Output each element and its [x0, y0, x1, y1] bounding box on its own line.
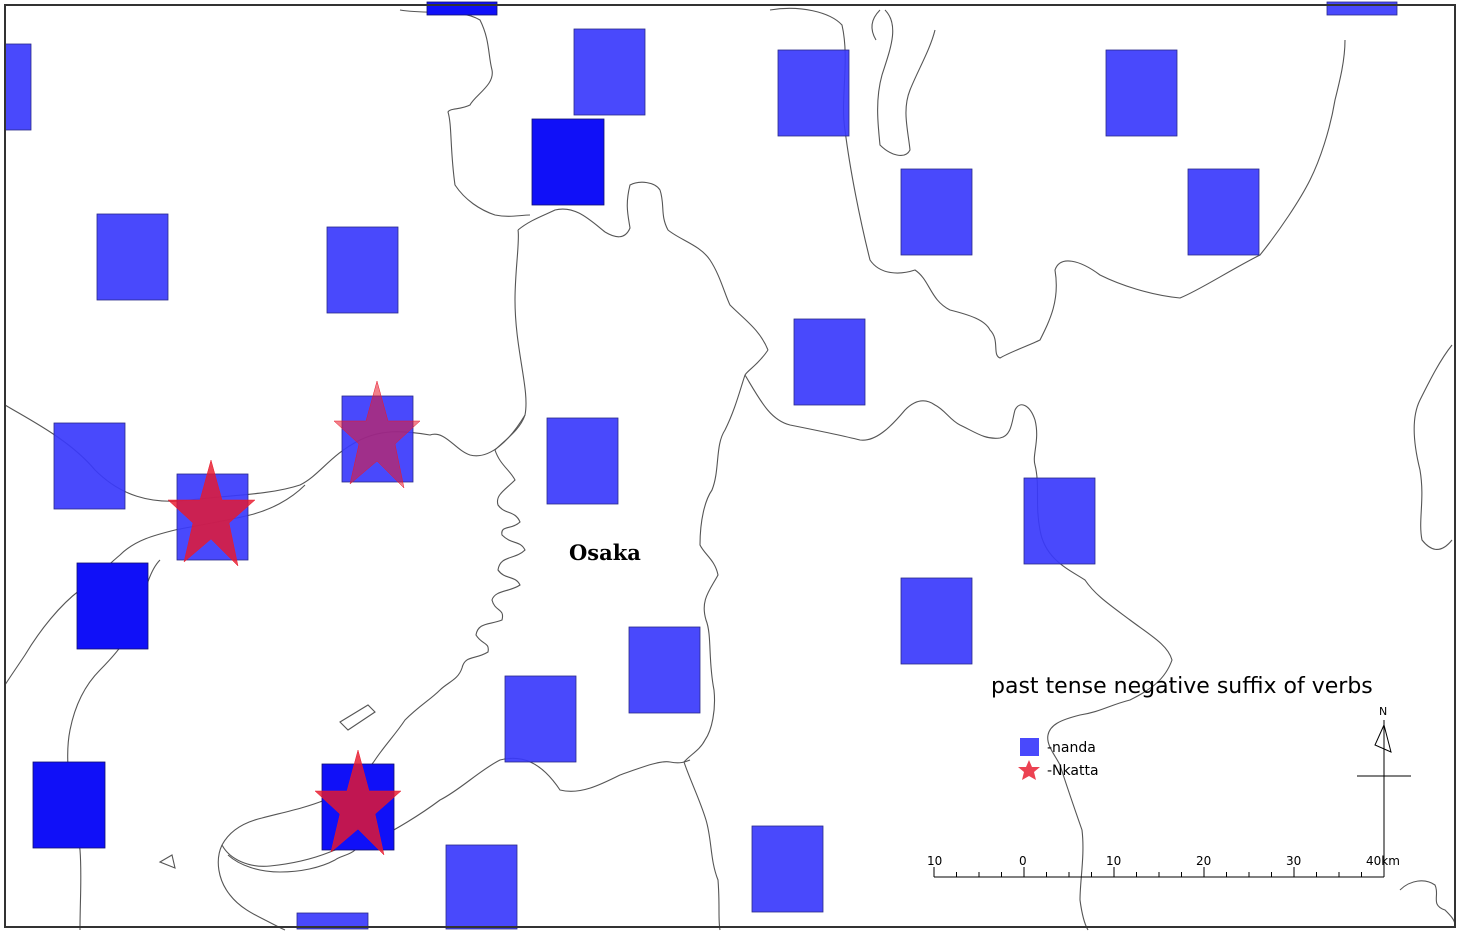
nanda-square-marker — [445, 844, 518, 930]
boundary-osaka-bay-north — [517, 181, 769, 351]
nkatta-star-marker — [314, 749, 402, 856]
nanda-square-marker — [504, 675, 577, 763]
nanda-square-marker — [96, 213, 169, 301]
nanda-square-marker — [296, 912, 369, 930]
nanda-square-marker — [793, 318, 866, 406]
scale-label: 30 — [1286, 854, 1301, 868]
boundary-east-edge — [1413, 344, 1453, 550]
scale-bar: 10 0 10 20 30 40km — [927, 854, 1400, 878]
boundary-top-left — [871, 9, 881, 41]
city-label-osaka: Osaka — [569, 540, 641, 565]
nanda-square-marker — [4, 43, 32, 131]
scale-label: 0 — [1019, 854, 1027, 868]
legend-label-nkatta: -Nkatta — [1047, 763, 1099, 779]
nanda-square-marker — [1105, 49, 1178, 137]
nkatta-star-marker — [333, 380, 421, 489]
legend-label-nanda: -nanda — [1047, 740, 1096, 756]
osaka-bay-coast — [221, 414, 526, 846]
nanda-square-marker — [751, 825, 824, 913]
osaka-bay-south-coast — [374, 757, 691, 841]
nanda-square-marker — [1326, 1, 1398, 16]
nanda-square-marker — [777, 49, 850, 137]
small-islet-west — [158, 854, 176, 869]
map-frame — [4, 4, 1456, 928]
coastlines — [4, 7, 1456, 931]
boundary-central-vertical — [683, 349, 769, 931]
nanda-square-marker — [531, 118, 605, 206]
nanda-square-marker — [900, 577, 973, 665]
nanda-square-marker — [32, 761, 106, 849]
nanda-square-marker — [53, 422, 126, 510]
nanda-square-marker — [326, 226, 399, 314]
awaji-island — [4, 484, 306, 686]
nanda-square-marker — [573, 28, 646, 116]
boundary-north-inner — [877, 9, 936, 156]
nanda-square-marker — [1187, 168, 1260, 256]
north-arrow: N — [1357, 705, 1411, 870]
nanda-square-marker — [76, 562, 149, 650]
nkatta-star-marker — [167, 459, 256, 567]
scale-label: 10 — [927, 854, 942, 868]
legend-square-swatch — [1020, 738, 1039, 756]
nanda-square-marker — [900, 168, 973, 256]
scale-label: 10 — [1106, 854, 1121, 868]
shodoshima-islet — [339, 704, 376, 731]
north-label: N — [1379, 705, 1387, 718]
nanda-square-marker — [546, 417, 619, 505]
legend-title: past tense negative suffix of verbs — [991, 674, 1373, 699]
legend-star-swatch — [1018, 760, 1040, 780]
boundary-north-central — [399, 9, 531, 217]
east-coastline-south — [1399, 880, 1456, 926]
nkatta-markers — [167, 380, 421, 856]
nanda-square-marker — [628, 626, 701, 714]
boundary-north-east — [769, 7, 1346, 359]
legend: past tense negative suffix of verbs -nan… — [991, 674, 1373, 780]
nanda-square-marker — [426, 1, 498, 16]
nanda-markers — [4, 1, 1398, 930]
nanda-square-marker — [1023, 477, 1096, 565]
scale-label: 20 — [1196, 854, 1211, 868]
scale-label: 40km — [1366, 854, 1400, 868]
